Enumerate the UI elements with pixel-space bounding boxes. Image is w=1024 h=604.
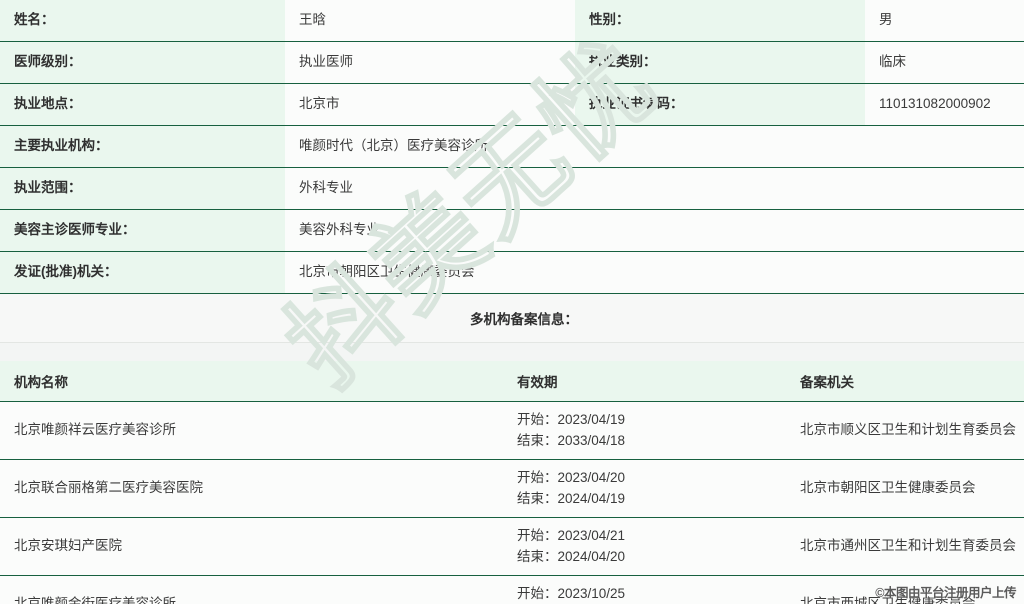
field-value-gender: 男 — [865, 0, 1024, 41]
cell-validity-period: 开始：2023/10/25 结束：2032/10/24 — [503, 576, 786, 604]
info-row: 美容主诊医师专业： 美容外科专业 — [0, 210, 1024, 252]
field-value-practice-scope: 外科专业 — [285, 168, 1024, 209]
info-row: 执业地点： 北京市 执业证书编码： 110131082000902 — [0, 84, 1024, 126]
cell-institution-name: 北京安琪妇产医院 — [14, 538, 122, 554]
cell-validity-period: 开始：2023/04/20 结束：2024/04/19 — [503, 460, 786, 517]
table-header-row: 机构名称 有效期 备案机关 — [0, 361, 1024, 402]
field-value-license-number: 110131082000902 — [865, 84, 1024, 125]
field-label-practice-category: 执业类别： — [575, 42, 865, 83]
field-value-issuing-authority: 北京市朝阳区卫生健康委员会 — [285, 252, 1024, 293]
validity-start: 开始：2023/04/20 — [517, 469, 626, 485]
cell-validity-period: 开始：2023/04/19 结束：2033/04/18 — [503, 402, 786, 459]
validity-end: 结束：2024/04/20 — [517, 548, 626, 564]
field-label-practice-location: 执业地点： — [0, 84, 285, 125]
cell-institution-name: 北京唯颜金街医疗美容诊所 — [14, 596, 176, 604]
multi-institution-title-row: 多机构备案信息： — [0, 294, 1024, 343]
cell-institution-name: 北京唯颜祥云医疗美容诊所 — [14, 422, 176, 438]
multi-institution-table: 机构名称 有效期 备案机关 北京唯颜祥云医疗美容诊所 开始：2023/04/19… — [0, 361, 1024, 604]
field-label-practice-scope: 执业范围： — [0, 168, 285, 209]
field-label-doctor-level: 医师级别： — [0, 42, 285, 83]
cell-filing-authority: 北京市通州区卫生和计划生育委员会 — [800, 538, 1016, 554]
multi-institution-title: 多机构备案信息： — [470, 312, 578, 327]
info-row: 医师级别： 执业医师 执业类别： 临床 — [0, 42, 1024, 84]
field-value-name: 王晗 — [285, 0, 575, 41]
field-value-practice-category: 临床 — [865, 42, 1024, 83]
cell-institution-name: 北京联合丽格第二医疗美容医院 — [14, 480, 203, 496]
column-header-filing-authority: 备案机关 — [800, 375, 854, 390]
cell-filing-authority: 北京市西城区卫生健康委员会 — [800, 596, 976, 604]
table-row: 北京安琪妇产医院 开始：2023/04/21 结束：2024/04/20 北京市… — [0, 518, 1024, 576]
field-label-license-number: 执业证书编码： — [575, 84, 865, 125]
column-header-validity-period: 有效期 — [517, 375, 558, 390]
field-label-cosmetic-specialty: 美容主诊医师专业： — [0, 210, 285, 251]
field-value-primary-institution: 唯颜时代（北京）医疗美容诊所 — [285, 126, 1024, 167]
field-label-name: 姓名： — [0, 0, 285, 41]
basic-info-section: 姓名： 王晗 性别： 男 医师级别： 执业医师 执业类别： 临床 执业地点： 北… — [0, 0, 1024, 294]
cell-filing-authority: 北京市顺义区卫生和计划生育委员会 — [800, 422, 1016, 438]
table-row: 北京唯颜祥云医疗美容诊所 开始：2023/04/19 结束：2033/04/18… — [0, 402, 1024, 460]
validity-start: 开始：2023/10/25 — [517, 585, 626, 601]
field-value-cosmetic-specialty: 美容外科专业 — [285, 210, 1024, 251]
validity-end: 结束：2024/04/19 — [517, 490, 626, 506]
info-row: 执业范围： 外科专业 — [0, 168, 1024, 210]
column-header-institution-name: 机构名称 — [14, 375, 68, 390]
field-value-practice-location: 北京市 — [285, 84, 575, 125]
cell-validity-period: 开始：2023/04/21 结束：2024/04/20 — [503, 518, 786, 575]
validity-start: 开始：2023/04/21 — [517, 527, 626, 543]
field-value-doctor-level: 执业医师 — [285, 42, 575, 83]
field-label-gender: 性别： — [575, 0, 865, 41]
info-row: 发证(批准)机关： 北京市朝阳区卫生健康委员会 — [0, 252, 1024, 294]
field-label-issuing-authority: 发证(批准)机关： — [0, 252, 285, 293]
table-row: 北京联合丽格第二医疗美容医院 开始：2023/04/20 结束：2024/04/… — [0, 460, 1024, 518]
validity-end: 结束：2033/04/18 — [517, 432, 626, 448]
section-spacer — [0, 343, 1024, 361]
cell-filing-authority: 北京市朝阳区卫生健康委员会 — [800, 480, 976, 496]
info-row: 姓名： 王晗 性别： 男 — [0, 0, 1024, 42]
validity-start: 开始：2023/04/19 — [517, 411, 626, 427]
table-row: 北京唯颜金街医疗美容诊所 开始：2023/10/25 结束：2032/10/24… — [0, 576, 1024, 604]
field-label-primary-institution: 主要执业机构： — [0, 126, 285, 167]
info-row: 主要执业机构： 唯颜时代（北京）医疗美容诊所 — [0, 126, 1024, 168]
